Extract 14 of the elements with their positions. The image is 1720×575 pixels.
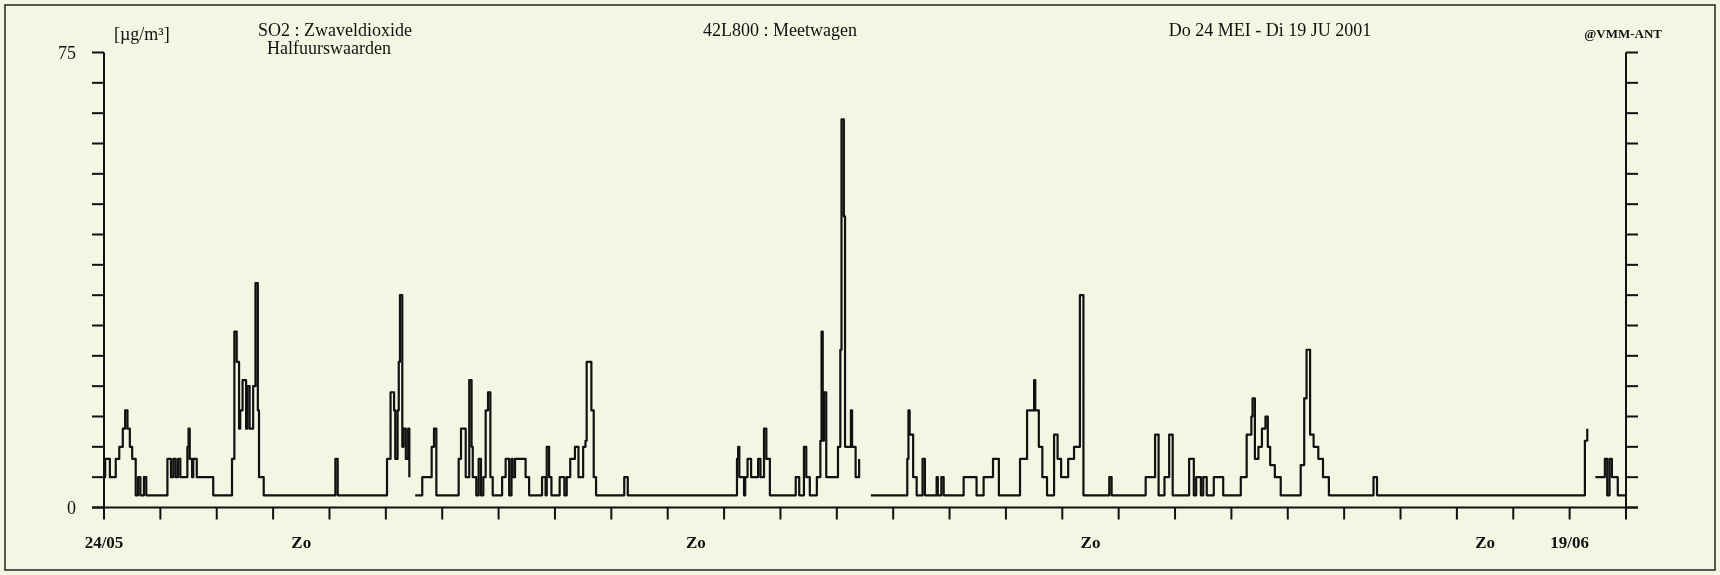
y-tick-label: 75 [58, 42, 76, 63]
chart-subtitle: Halfuurswaarden [267, 38, 391, 58]
text: Do 24 MEI - Di 19 JU 2001 [1168, 20, 1372, 40]
x-tick-label: 19/06 [1550, 532, 1589, 552]
x-tick-label: Zo [291, 532, 312, 552]
chart-title: SO2 : Zwaveldioxide [258, 20, 412, 40]
x-tick-label: 24/05 [84, 532, 124, 552]
text: @VMM-ANT [1584, 26, 1663, 41]
text: 42L800 : Meetwagen [703, 20, 857, 40]
x-tick-label: Zo [1080, 532, 1101, 552]
y-tick-label: 0 [67, 497, 76, 518]
x-tick-label: Zo [1475, 532, 1495, 552]
x-tick-label: Zo [685, 532, 706, 552]
y-axis-title: [µg/m³] [114, 24, 170, 44]
